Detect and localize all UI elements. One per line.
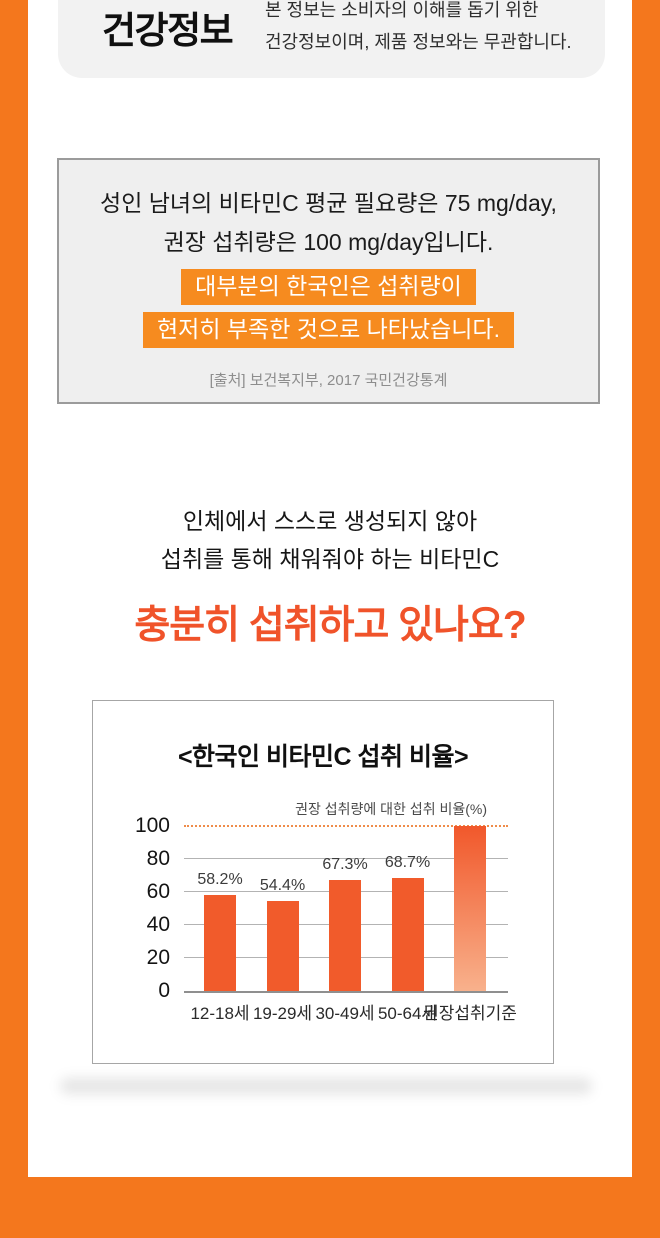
y-axis-tick-label: 100 <box>134 814 170 837</box>
y-axis-tick-label: 80 <box>146 847 170 870</box>
x-axis-label: 19-29세 <box>252 1004 313 1023</box>
info-box-line2: 권장 섭취량은 100 mg/day입니다. <box>163 229 494 255</box>
header-card: 건강정보 본 정보는 소비자의 이해를 돕기 위한 건강정보이며, 제품 정보와… <box>58 0 605 78</box>
chart-plot: 0 20 40 60 80 100 58.2% 12-18세 54.4% 19-29세 67.3% 3… <box>135 814 517 1023</box>
intro-block: 인체에서 스스로 생성되지 않아 섭취를 통해 채워줘야 하는 비타민C 충분히… <box>28 502 632 650</box>
y-axis-tick-label: 0 <box>158 979 170 1002</box>
info-box-line1: 성인 남녀의 비타민C 평균 필요량은 75 mg/day, <box>100 190 557 216</box>
x-axis-label: 50-64세 <box>377 1004 438 1023</box>
x-axis-label: 권장섭취기준 <box>423 1004 517 1023</box>
orange-border-right <box>632 0 660 1238</box>
chart-bar <box>391 877 424 991</box>
chart-title: <한국인 비타민C 섭취 비율> <box>177 743 469 771</box>
highlight-line-2: 현저히 부족한 것으로 나타났습니다. <box>143 312 514 348</box>
x-axis-label: 30-49세 <box>315 1004 375 1023</box>
highlight-row-2: 현저히 부족한 것으로 나타났습니다. <box>59 312 598 348</box>
reference-dotted-line <box>184 825 508 827</box>
health-info-description: 본 정보는 소비자의 이해를 돕기 위한 건강정보이며, 제품 정보와는 무관합… <box>265 0 572 58</box>
highlight-row-1: 대부분의 한국인은 섭취량이 <box>59 269 598 305</box>
info-box: 성인 남녀의 비타민C 평균 필요량은 75 mg/day, 권장 섭취량은 1… <box>57 158 600 404</box>
intro-line-1: 인체에서 스스로 생성되지 않아 <box>182 508 478 534</box>
y-axis-tick-label: 20 <box>146 946 170 969</box>
y-axis-tick-label: 40 <box>146 913 170 936</box>
health-info-title: 건강정보 <box>102 10 234 51</box>
health-info-description-line2: 건강정보이며, 제품 정보와는 무관합니다. <box>265 32 572 52</box>
health-info-description-line1: 본 정보는 소비자의 이해를 돕기 위한 <box>265 0 539 20</box>
bar-value-label: 58.2% <box>197 870 243 888</box>
gridline <box>184 858 508 859</box>
chart-bar <box>204 894 236 991</box>
orange-footer-band <box>0 1177 660 1238</box>
chart-unit-label: 권장 섭취량에 대한 섭취 비율(%) <box>295 801 487 817</box>
content-area: 건강정보 본 정보는 소비자의 이해를 돕기 위한 건강정보이며, 제품 정보와… <box>28 0 632 1177</box>
question-heading: 충분히 섭취하고 있나요? <box>134 604 526 647</box>
chart-bar <box>266 901 299 991</box>
bar-value-label: 68.7% <box>384 853 431 871</box>
x-axis-label: 12-18세 <box>190 1004 250 1023</box>
intro-line-2: 섭취를 통해 채워줘야 하는 비타민C <box>160 546 500 572</box>
orange-border-left <box>0 0 28 1238</box>
bar-value-label: 67.3% <box>322 855 368 873</box>
source-text: [출처] 보건복지부, 2017 국민건강통계 <box>209 372 448 389</box>
y-axis-tick-label: 60 <box>146 880 170 903</box>
highlight-line-1: 대부분의 한국인은 섭취량이 <box>181 269 476 305</box>
bar-value-label: 54.4% <box>259 877 306 895</box>
chart-bar <box>329 879 361 991</box>
chart-card: <한국인 비타민C 섭취 비율> 권장 섭취량에 대한 섭취 비율(%) 0 20… <box>92 700 554 1064</box>
shadow-divider <box>60 1078 592 1094</box>
chart-bar <box>454 826 486 991</box>
